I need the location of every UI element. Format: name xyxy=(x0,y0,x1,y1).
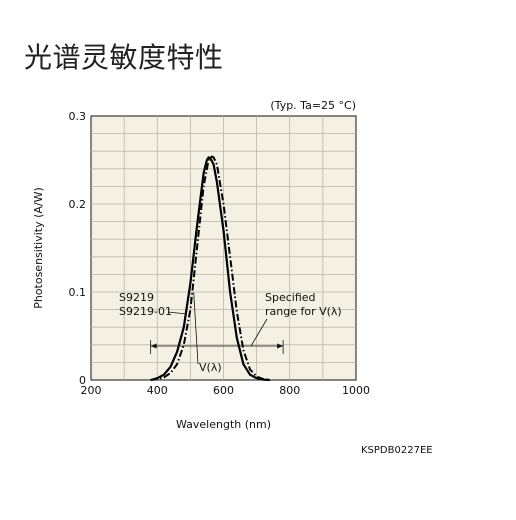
y-tick-label: 0 xyxy=(79,374,86,387)
x-tick-label: 800 xyxy=(279,384,300,397)
series-label-s9219-01: S9219-01 xyxy=(119,305,172,318)
series-lines xyxy=(150,155,271,382)
page-title: 光谱灵敏度特性 xyxy=(24,41,224,74)
range-arrow-left-head xyxy=(150,343,157,349)
range-label-leader xyxy=(250,318,268,347)
range-label-line1: Specified xyxy=(265,291,316,304)
condition-note: (Typ. Ta=25 °C) xyxy=(270,99,356,112)
x-tick-label: 600 xyxy=(213,384,234,397)
vlambda-leader xyxy=(193,291,199,365)
series-label-leader xyxy=(167,311,188,315)
y-tick-label: 0.1 xyxy=(69,286,87,299)
series-line-s9219 xyxy=(150,156,270,382)
y-tick-label: 0.2 xyxy=(69,198,87,211)
x-tick-label: 1000 xyxy=(342,384,370,397)
vlambda-label: V(λ) xyxy=(199,361,222,374)
x-axis-label: Wavelength (nm) xyxy=(176,418,271,431)
series-label-s9219: S9219 xyxy=(119,291,154,304)
x-axis-ticks: 200 400 600 800 1000 xyxy=(81,384,371,397)
y-tick-label: 0.3 xyxy=(69,110,87,123)
y-axis-ticks: 0 0.1 0.2 0.3 xyxy=(69,110,87,387)
range-arrow-right-head xyxy=(277,343,284,349)
grid-vertical xyxy=(123,116,324,380)
range-label-line2: range for V(λ) xyxy=(265,305,342,318)
x-tick-label: 200 xyxy=(81,384,102,397)
document-code: KSPDB0227EE xyxy=(361,445,433,456)
x-tick-label: 400 xyxy=(147,384,168,397)
y-axis-label: Photosensitivity (A/W) xyxy=(32,187,45,309)
series-line-v- xyxy=(150,155,271,381)
